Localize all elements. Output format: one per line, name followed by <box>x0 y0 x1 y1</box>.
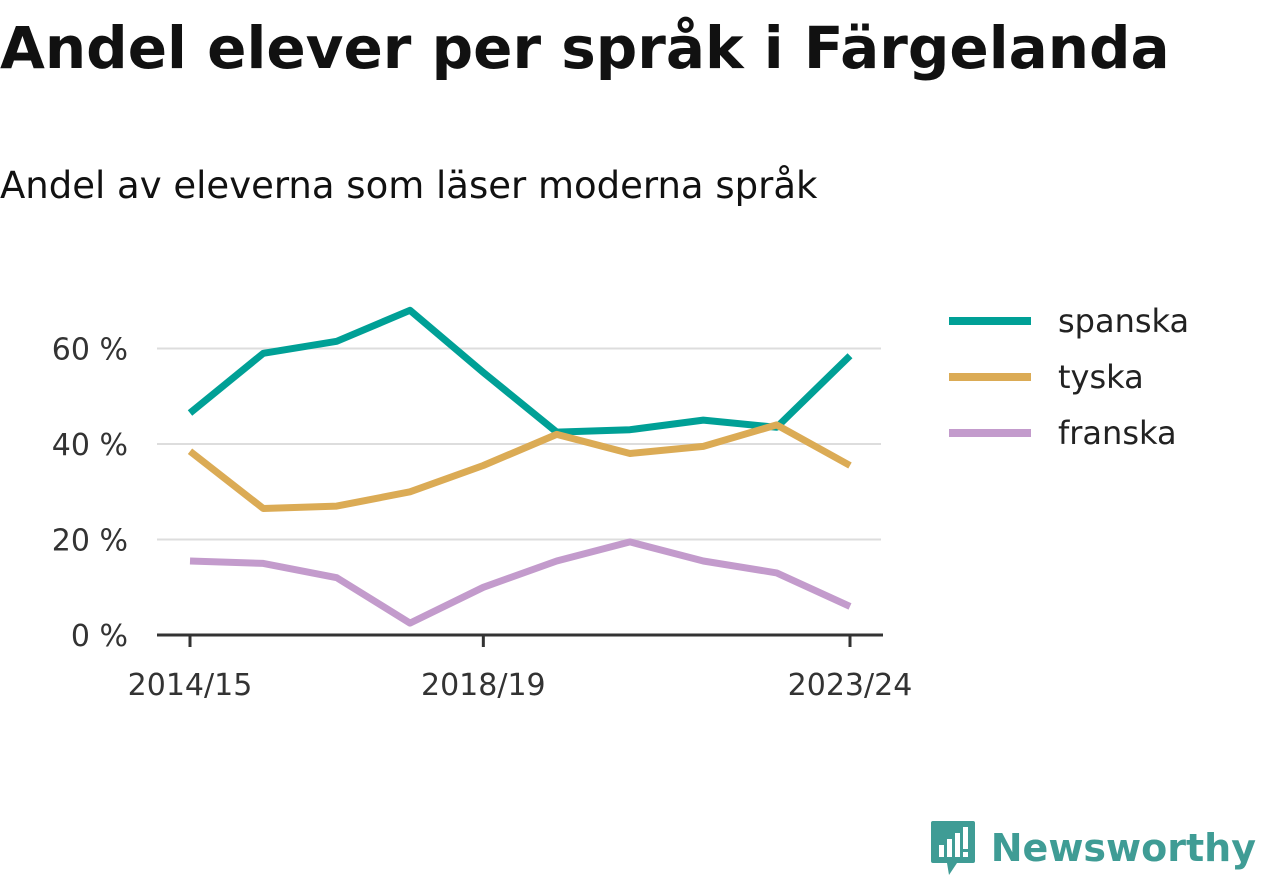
y-tick-label: 40 % <box>52 428 128 463</box>
x-tick-label: 2014/15 <box>128 668 253 703</box>
legend-label-spanska: spanska <box>1058 302 1189 340</box>
newsworthy-logo-icon <box>930 821 975 875</box>
axes: 0 % 20 % 40 % 60 % 2014/15 2018/19 2023/24 <box>52 333 913 704</box>
y-tick-label: 20 % <box>52 524 128 559</box>
x-tick-label: 2018/19 <box>421 668 546 703</box>
series-line-tyska <box>187 421 852 512</box>
brand-logo: Newsworthy <box>929 819 1256 877</box>
legend: spanska tyska franska <box>949 302 1189 452</box>
y-tick-label: 60 % <box>52 333 128 368</box>
series-lines <box>187 306 853 627</box>
chart-subtitle: Andel av eleverna som läser moderna språ… <box>0 164 818 207</box>
chart-title: Andel elever per språk i Färgelanda <box>0 14 1170 82</box>
brand-name: Newsworthy <box>990 826 1256 870</box>
y-tick-label: 0 % <box>71 619 128 654</box>
x-tick-label: 2023/24 <box>788 668 913 703</box>
series-line-spanska <box>187 306 853 436</box>
legend-label-tyska: tyska <box>1058 358 1144 396</box>
legend-label-franska: franska <box>1058 414 1177 452</box>
series-line-franska <box>189 538 852 627</box>
